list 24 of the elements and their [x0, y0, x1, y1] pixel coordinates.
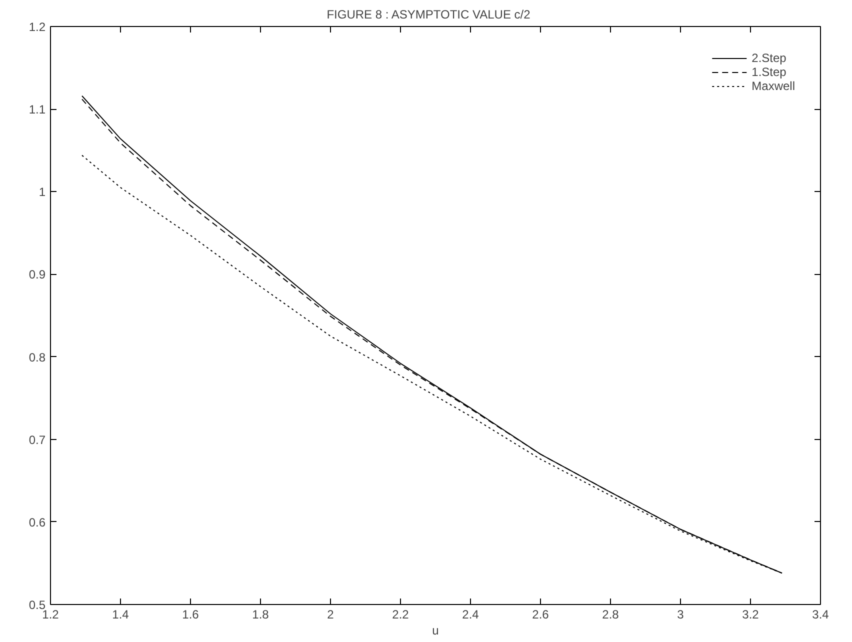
y-tick-label: 1	[38, 185, 46, 200]
x-tick-label: 2.8	[602, 608, 620, 622]
x-tick-label: 2	[327, 608, 334, 622]
y-tick-label: 1.1	[28, 102, 46, 117]
x-tick-label: 3.2	[742, 608, 760, 622]
x-axis-title: u	[432, 624, 439, 638]
x-tick-label: 1.2	[42, 608, 60, 622]
y-tick-label: 1.2	[28, 20, 46, 34]
legend-label: 2.Step	[752, 51, 786, 65]
x-tick-label: 2.4	[462, 608, 480, 622]
y-tick-label: 0.9	[28, 268, 46, 282]
legend-label: 1.Step	[752, 65, 786, 79]
x-tick-label: 3.4	[812, 608, 830, 622]
x-tick-label: 2.2	[392, 608, 410, 622]
legend-label: Maxwell	[752, 79, 795, 93]
y-tick-label: 0.6	[28, 515, 46, 530]
y-tick-label: 0.8	[28, 350, 46, 364]
x-tick-label: 1.6	[182, 608, 200, 622]
x-tick-label: 1.4	[112, 608, 130, 622]
x-tick-label: 3	[677, 608, 684, 622]
x-tick-label: 1.8	[252, 608, 270, 622]
x-tick-label: 2.6	[532, 608, 550, 622]
chart-title: FIGURE 8 : ASYMPTOTIC VALUE c/2	[326, 8, 531, 22]
y-tick-label: 0.7	[28, 432, 46, 447]
